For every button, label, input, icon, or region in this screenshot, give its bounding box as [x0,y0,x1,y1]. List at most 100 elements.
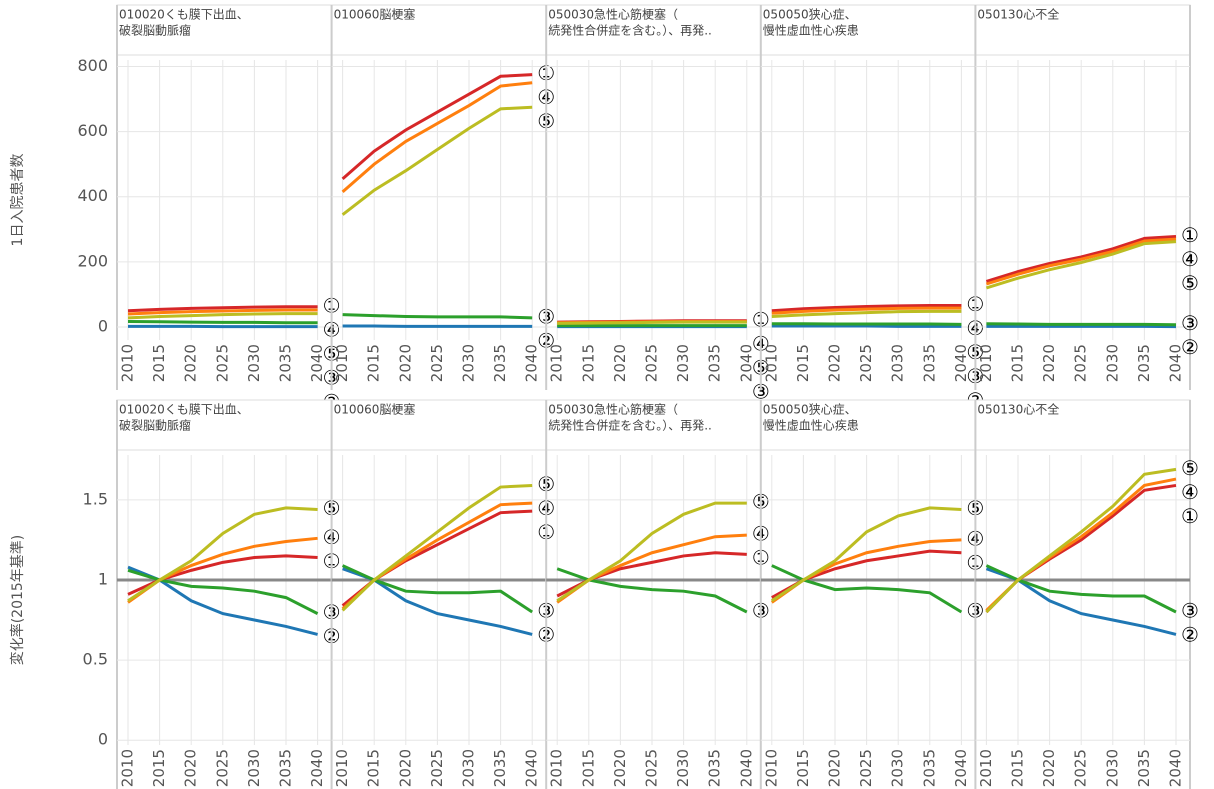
series-line [342,313,533,320]
panel-title: 010020くも膜下出血、 [119,403,249,417]
x-tick-label: 2040 [1167,344,1185,382]
x-tick-label: 2015 [150,749,168,787]
x-tick-label: 2025 [213,344,231,382]
x-tick-label: 2015 [365,749,383,787]
x-tick-label: 2030 [674,749,692,787]
x-tick-label: 2035 [491,344,509,382]
x-tick-label: 2040 [737,749,755,787]
series-label: ② [1181,623,1199,647]
panel-title: 050050狭心症、 [763,402,857,417]
series-label: ③ [752,379,770,403]
x-tick-label: 2010 [548,749,566,787]
x-tick-label: 2040 [737,344,755,382]
y-tick-label: 600 [77,121,108,140]
x-tick-label: 2010 [548,344,566,382]
x-tick-label: 2035 [920,749,938,787]
x-tick-label: 2020 [182,749,200,787]
x-tick-label: 2015 [579,344,597,382]
y-axis-label: 変化率(2015年基準) [9,535,26,666]
panel-title: 050130心不全 [977,7,1059,22]
x-tick-label: 2020 [611,749,629,787]
x-tick-label: 2035 [1135,344,1153,382]
y-tick-label: 400 [77,186,108,205]
series-line [341,73,533,180]
y-tick-label: 0.5 [83,650,108,669]
series-label: ② [1181,335,1199,359]
panel-title: 破裂脳動脈瘤 [119,418,191,433]
x-tick-label: 2035 [1135,749,1153,787]
x-tick-label: 2020 [1040,344,1058,382]
x-tick-label: 2025 [428,749,446,787]
x-tick-label: 2010 [119,749,137,787]
x-tick-label: 2010 [977,749,995,787]
series-line [341,105,533,216]
x-tick-label: 2030 [889,344,907,382]
y-tick-label: 1 [98,569,108,588]
x-tick-label: 2030 [245,749,263,787]
x-tick-label: 2015 [794,749,812,787]
series-line [127,308,318,316]
x-tick-label: 2040 [523,344,541,382]
x-tick-label: 2015 [1009,749,1027,787]
x-tick-label: 2040 [523,749,541,787]
x-tick-label: 2040 [308,749,326,787]
series-label: ① [1181,223,1199,247]
y-tick-label: 0 [98,316,108,335]
x-tick-label: 2030 [245,344,263,382]
series-line [127,319,318,325]
x-tick-label: 2025 [428,344,446,382]
x-tick-label: 2035 [277,344,295,382]
panel-header [545,4,762,56]
series-line [127,506,318,603]
x-tick-label: 2035 [706,344,724,382]
x-tick-label: 2020 [611,344,629,382]
series-line [127,305,318,313]
series-label: ③ [1181,599,1199,623]
series-line [341,81,533,193]
series-line [771,306,962,315]
y-tick-label: 800 [77,56,108,75]
series-line [771,303,962,313]
x-tick-label: 2025 [857,749,875,787]
panel-title: 050030急性心筋梗塞（ [548,402,678,417]
x-tick-label: 2020 [182,344,200,382]
x-tick-label: 2020 [826,749,844,787]
x-tick-label: 2010 [762,749,780,787]
x-tick-label: 2030 [674,344,692,382]
series-line [986,322,1177,327]
x-tick-label: 2025 [1072,749,1090,787]
series-label: ① [1181,504,1199,528]
panel-title: 010060脳梗塞 [334,7,416,22]
x-tick-label: 2040 [1167,749,1185,787]
panel-title: 010020くも膜下出血、 [119,8,249,22]
series-line [127,312,318,320]
x-tick-label: 2020 [826,344,844,382]
x-tick-label: 2020 [396,749,414,787]
panel-title: 続発性合併症を含む。）、再発.. [548,23,712,38]
x-tick-label: 2035 [491,749,509,787]
series-label: ⑤ [1181,271,1199,295]
x-tick-label: 2025 [643,749,661,787]
x-tick-label: 2035 [277,749,295,787]
panel-header [760,399,976,451]
x-tick-label: 2030 [889,749,907,787]
x-tick-label: 2025 [857,344,875,382]
panel-title: 破裂脳動脈瘤 [119,23,191,38]
panel-header [116,4,333,56]
panel-title: 050030急性心筋梗塞（ [548,7,678,22]
panel-header [545,399,762,451]
series-line [985,467,1177,614]
x-tick-label: 2020 [396,344,414,382]
panel-header [760,4,976,56]
x-tick-label: 2030 [1103,749,1121,787]
x-tick-label: 2035 [706,749,724,787]
x-tick-label: 2010 [977,344,995,382]
x-tick-label: 2025 [1072,344,1090,382]
panel-title: 010060脳梗塞 [334,402,416,417]
x-tick-label: 2030 [460,344,478,382]
panel-title: 慢性虚血性心疾患 [763,418,859,433]
x-tick-label: 2020 [1040,749,1058,787]
series-label: ④ [1181,480,1199,504]
series-line [341,483,533,612]
